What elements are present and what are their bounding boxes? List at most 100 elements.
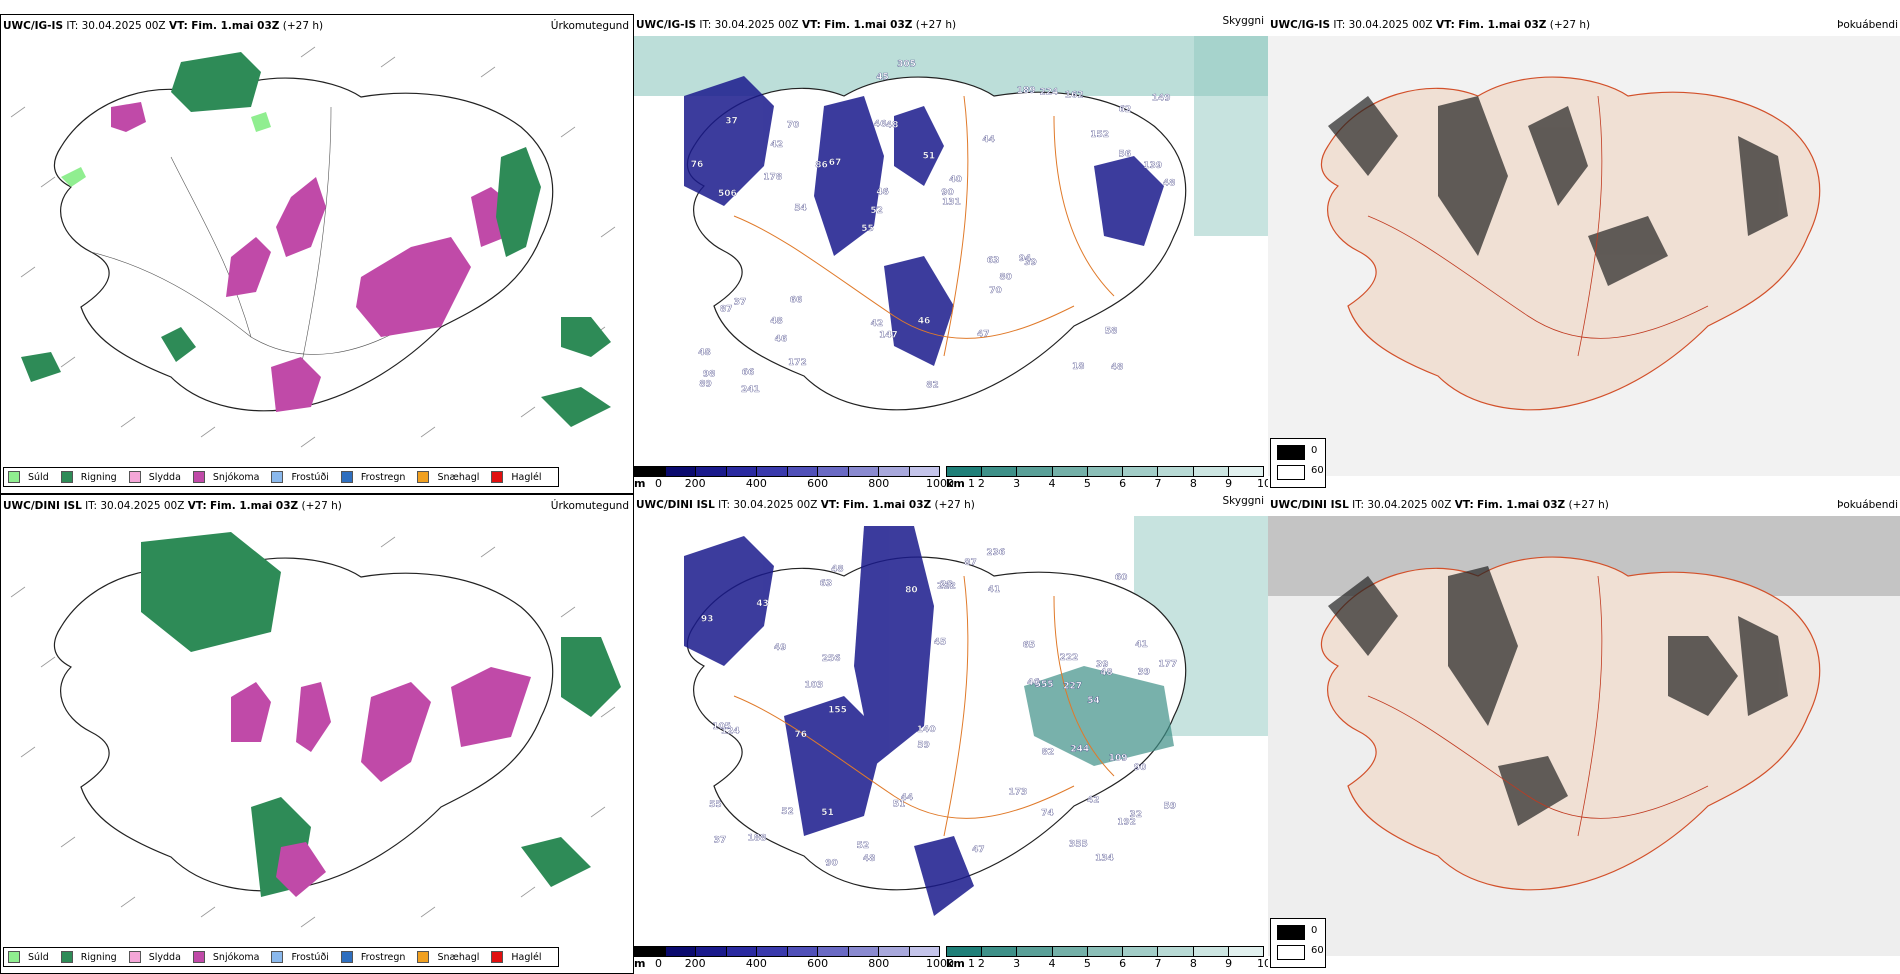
visibility-value-label: 48 xyxy=(698,348,711,358)
visibility-value-label: 173 xyxy=(1009,787,1028,797)
visibility-value-label: 90 xyxy=(1134,763,1147,773)
legend-label: Haglél xyxy=(511,951,542,963)
legend-label: Súld xyxy=(28,471,49,483)
valid-time: Fim. 1.mai 03Z xyxy=(824,19,913,31)
visibility-value-label: 74 xyxy=(1041,809,1054,819)
panel-header: UWC/IG-IS IT: 30.04.2025 00Z VT: Fim. 1.… xyxy=(3,19,631,33)
colorbar-tick-label: 0 xyxy=(654,477,662,490)
legend-swatch-freezing-rain xyxy=(340,951,353,963)
fog-legend: 0 60 xyxy=(1270,438,1326,488)
visibility-value-label: 58 xyxy=(1105,326,1118,336)
colorbar-segment xyxy=(947,467,983,476)
panel-title: Skyggni xyxy=(1222,15,1265,27)
colorbar-segment xyxy=(1158,467,1194,476)
visibility-map: 4241324537483951604939935448554319263444… xyxy=(684,516,1268,916)
visibility-value-label: 90 xyxy=(825,859,838,869)
colorbar-tick-label: 2 xyxy=(977,477,985,490)
precip-map xyxy=(10,532,621,928)
visibility-value-label: 44 xyxy=(983,135,996,145)
visibility-value-label: 62 xyxy=(1119,105,1132,115)
panel-visibility-dini: UWC/DINI ISL IT: 30.04.2025 00Z VT: Fim.… xyxy=(634,494,1268,974)
it-label: IT: xyxy=(699,19,712,31)
panel-title: Þokuábendi xyxy=(1837,499,1898,511)
colorbar-segment xyxy=(1017,947,1053,956)
lead-time: (+27 h) xyxy=(301,500,342,512)
visibility-value-label: 140 xyxy=(917,725,936,735)
visibility-value-label: 241 xyxy=(741,385,760,395)
colorbar-tick-label: 2 xyxy=(977,957,985,970)
lead-time: (+27 h) xyxy=(1549,19,1591,31)
visibility-value-label: 103 xyxy=(805,681,824,691)
colorbar-segment xyxy=(1158,947,1194,956)
panel-title: Þokuábendi xyxy=(1837,19,1898,31)
visibility-value-label: 65 xyxy=(1023,641,1036,651)
visibility-value-label: 147 xyxy=(879,330,898,340)
colorbar-km-ticks: km 1 2 3 4 5 6 7 8 9 10 xyxy=(946,477,1268,490)
panel-title: Skyggni xyxy=(1222,495,1265,507)
fog-legend-swatch-60 xyxy=(1277,465,1305,480)
legend-swatch-rain xyxy=(60,471,73,483)
visibility-value-label: 42 xyxy=(871,319,884,329)
fog-dark-areas xyxy=(1328,566,1788,826)
it-label: IT: xyxy=(1352,499,1365,511)
colorbar-segment xyxy=(665,467,696,476)
legend-item: Frostregn xyxy=(340,951,405,963)
colorbar-tick-label: 6 xyxy=(1119,477,1127,490)
visibility-value-label: 105 xyxy=(712,722,731,732)
colorbar-segment xyxy=(848,467,879,476)
visibility-value-label: 152 xyxy=(1090,130,1109,140)
visibility-value-label: 46 xyxy=(775,334,788,344)
legend-swatch-hail xyxy=(491,471,504,483)
visibility-value-label: 227 xyxy=(1063,682,1082,692)
visibility-value-label: 48 xyxy=(1100,668,1113,678)
fog-legend: 0 60 xyxy=(1270,918,1326,968)
legend-swatch-drizzle xyxy=(8,471,20,483)
colorbar-tick-label: 600 xyxy=(807,477,829,490)
colorbar-tick-label: 7 xyxy=(1154,477,1162,490)
visibility-value-label: 134 xyxy=(1095,854,1114,864)
legend-label: Snæhagl xyxy=(437,471,480,483)
visibility-value-label: 555 xyxy=(1035,680,1054,690)
colorbar-segment xyxy=(947,947,983,956)
model-name: UWC/IG-IS xyxy=(1270,19,1331,31)
visibility-value-label: 222 xyxy=(937,581,956,591)
colorbar-tick-label: 5 xyxy=(1083,477,1091,490)
legend-item: Súld xyxy=(8,471,49,483)
vt-label: VT: xyxy=(168,20,188,32)
visibility-value-label: 188 xyxy=(748,833,767,843)
it-label: IT: xyxy=(66,20,79,32)
legend-label: Snjókoma xyxy=(212,951,260,963)
visibility-value-label: 48 xyxy=(1163,179,1176,189)
colorbar-segment xyxy=(696,467,727,476)
lead-time: (+27 h) xyxy=(934,499,975,511)
colorbar-tick-label: 6 xyxy=(1119,957,1127,970)
legend-label: Súld xyxy=(28,951,49,963)
legend-item: Snæhagl xyxy=(417,951,479,963)
colorbar-segment xyxy=(1052,467,1088,476)
visibility-value-label: 51 xyxy=(923,152,936,162)
colorbar-unit: km xyxy=(946,477,965,490)
colorbar-segment xyxy=(818,947,849,956)
visibility-labels: 4241324537483951604939935448554319263444… xyxy=(701,548,1178,869)
colorbar-segment xyxy=(982,467,1018,476)
colorbar-segment xyxy=(726,947,757,956)
colorbar-segment xyxy=(696,947,727,956)
visibility-value-label: 80 xyxy=(905,586,918,596)
visibility-value-label: 52 xyxy=(781,807,794,817)
fog-legend-swatch-0 xyxy=(1277,445,1305,460)
model-name: UWC/DINI ISL xyxy=(1270,499,1349,511)
teal-visibility-areas xyxy=(1024,666,1174,766)
colorbar-tick-label: 3 xyxy=(1013,477,1021,490)
visibility-value-label: 48 xyxy=(886,120,899,130)
visibility-value-label: 244 xyxy=(1070,745,1089,755)
colorbar-unit: m xyxy=(634,477,646,490)
legend-item: Snjókoma xyxy=(192,951,260,963)
panel-precip-type-igis: UWC/IG-IS IT: 30.04.2025 00Z VT: Fim. 1.… xyxy=(0,14,634,494)
visibility-value-label: 56 xyxy=(1119,150,1132,160)
colorbar-segment xyxy=(1087,467,1124,476)
visibility-value-label: 41 xyxy=(1135,640,1148,650)
colorbar-segment xyxy=(879,947,910,956)
visibility-value-label: 89 xyxy=(699,379,712,389)
panel-header: UWC/DINI ISL IT: 30.04.2025 00Z VT: Fim.… xyxy=(636,495,1266,512)
drizzle-areas xyxy=(61,112,271,187)
